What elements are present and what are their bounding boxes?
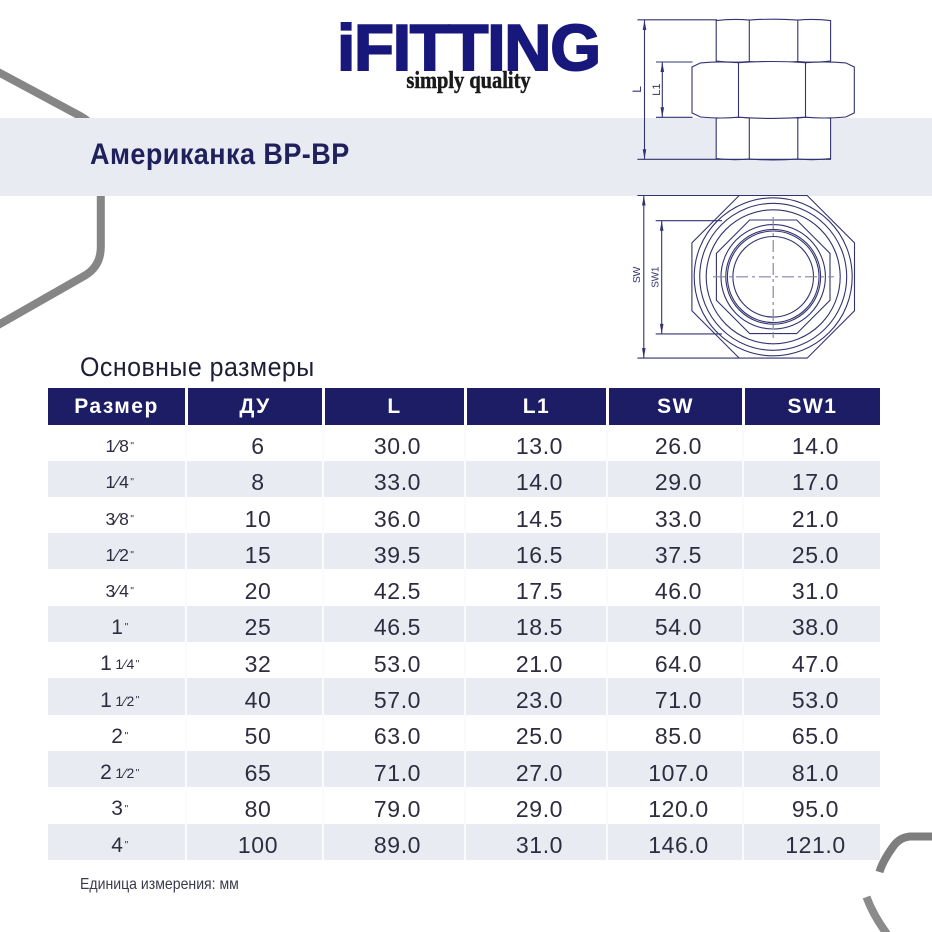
svg-text:L: L — [630, 86, 644, 93]
svg-text:SW1: SW1 — [651, 266, 662, 288]
svg-text:SW: SW — [631, 266, 643, 283]
svg-text:L1: L1 — [651, 83, 663, 95]
